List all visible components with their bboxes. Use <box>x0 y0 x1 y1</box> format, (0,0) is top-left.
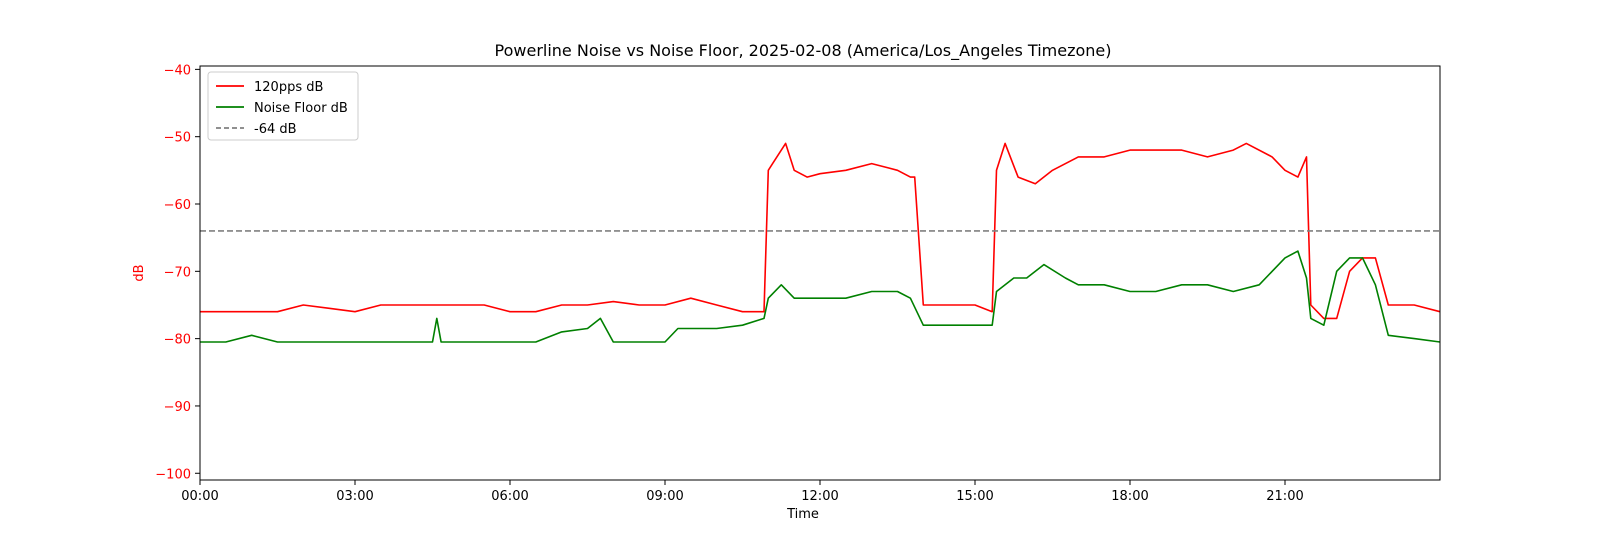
legend-label: 120pps dB <box>254 80 323 95</box>
x-tick-label: 06:00 <box>491 489 528 504</box>
x-tick-label: 18:00 <box>1111 489 1148 504</box>
y-tick-label: −40 <box>164 63 191 78</box>
y-axis-label: dB <box>132 264 147 281</box>
legend: 120pps dB Noise Floor dB -64 dB <box>207 71 359 141</box>
x-tick-label: 09:00 <box>646 489 683 504</box>
y-axis: −100 −90 −80 −70 −60 −50 −40 <box>155 63 200 482</box>
legend-box <box>207 71 359 141</box>
x-tick-label: 15:00 <box>956 489 993 504</box>
series-noise-floor-line <box>200 250 1441 343</box>
x-tick-label: 00:00 <box>181 489 218 504</box>
x-axis-label: Time <box>786 507 819 522</box>
x-tick-label: 21:00 <box>1266 489 1303 504</box>
x-tick-label: 12:00 <box>801 489 838 504</box>
legend-label: Noise Floor dB <box>254 101 348 116</box>
y-tick-label: −100 <box>155 467 191 482</box>
legend-label: -64 dB <box>254 122 297 137</box>
chart-title: Powerline Noise vs Noise Floor, 2025-02-… <box>495 41 1112 61</box>
y-tick-label: −70 <box>164 265 191 280</box>
series-120pps-line <box>200 142 1441 320</box>
y-tick-label: −80 <box>164 333 191 348</box>
y-tick-label: −90 <box>164 400 191 415</box>
plot-area <box>200 142 1441 343</box>
y-tick-label: −60 <box>164 198 191 213</box>
plot-frame <box>199 65 1441 481</box>
x-axis: 00:00 03:00 06:00 09:00 12:00 15:00 18:00 21:00 <box>181 480 1304 504</box>
y-tick-label: −50 <box>164 131 191 146</box>
x-tick-label: 03:00 <box>336 489 373 504</box>
